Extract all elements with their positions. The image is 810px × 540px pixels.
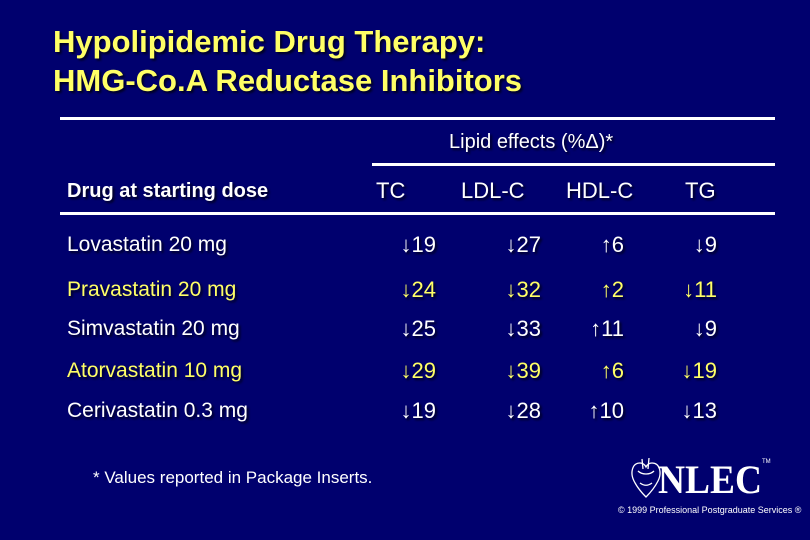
value-text: 6 <box>611 232 624 257</box>
value-tg: ↓19 <box>647 358 717 384</box>
nlec-logo: NLEC TM <box>631 457 771 501</box>
arrow-down-icon: ↓ <box>400 277 412 302</box>
title-line-2: HMG-Co.A Reductase Inhibitors <box>53 63 523 98</box>
arrow-up-icon: ↑ <box>600 358 612 383</box>
col-ldl-header: LDL-C <box>461 178 525 203</box>
trademark: TM <box>762 459 771 465</box>
drug-name: Atorvastatin 10 mg <box>67 359 243 382</box>
value-tg: ↓11 <box>647 277 717 303</box>
value-text: 25 <box>411 316 436 341</box>
arrow-down-icon: ↓ <box>505 398 517 423</box>
value-hdl: ↑6 <box>554 232 624 258</box>
value-text: 39 <box>516 358 541 383</box>
value-text: 6 <box>611 358 624 383</box>
arrow-down-icon: ↓ <box>693 316 705 341</box>
drug-name: Cerivastatin 0.3 mg <box>67 399 248 422</box>
header-divider <box>372 163 775 166</box>
value-text: 11 <box>601 316 624 341</box>
value-text: 33 <box>516 316 541 341</box>
lipid-effects-header: Lipid effects (%Δ)* <box>449 131 614 153</box>
value-text: 29 <box>411 358 436 383</box>
heart-icon <box>631 457 661 498</box>
value-hdl: ↑6 <box>554 358 624 384</box>
value-text: 24 <box>411 277 436 302</box>
col-tc-header: TC <box>376 178 406 203</box>
arrow-down-icon: ↓ <box>505 232 517 257</box>
drug-name: Pravastatin 20 mg <box>67 278 237 301</box>
value-text: 9 <box>704 232 717 257</box>
arrow-down-icon: ↓ <box>505 358 517 383</box>
value-tc: ↓24 <box>366 277 436 303</box>
arrow-down-icon: ↓ <box>693 232 705 257</box>
col-hdl-header: HDL-C <box>566 178 634 203</box>
value-tg: ↓9 <box>647 316 717 342</box>
arrow-down-icon: ↓ <box>400 398 412 423</box>
value-text: 28 <box>516 398 541 423</box>
value-tc: ↓29 <box>366 358 436 384</box>
value-text: 19 <box>692 358 717 383</box>
col-drug-header: Drug at starting dose <box>67 180 269 202</box>
value-ldl: ↓39 <box>471 358 541 384</box>
arrow-up-icon: ↑ <box>600 277 612 302</box>
value-text: 9 <box>704 316 717 341</box>
value-hdl: ↑2 <box>554 277 624 303</box>
value-ldl: ↓33 <box>471 316 541 342</box>
arrow-up-icon: ↑ <box>590 316 602 341</box>
arrow-up-icon: ↑ <box>600 232 612 257</box>
logo-text: NLEC <box>658 457 762 501</box>
drug-name: Lovastatin 20 mg <box>67 233 227 256</box>
value-hdl: ↑10 <box>554 398 624 424</box>
value-ldl: ↓28 <box>471 398 541 424</box>
value-ldl: ↓27 <box>471 232 541 258</box>
value-text: 2 <box>611 277 624 302</box>
copyright: © 1999 Professional Postgraduate Service… <box>618 505 802 515</box>
footnote: * Values reported in Package Inserts. <box>93 468 373 487</box>
value-text: 19 <box>411 232 436 257</box>
value-text: 10 <box>599 398 624 423</box>
value-text: 13 <box>692 398 717 423</box>
arrow-down-icon: ↓ <box>400 358 412 383</box>
col-tg-header: TG <box>685 178 716 203</box>
arrow-up-icon: ↑ <box>588 398 600 423</box>
value-hdl: ↑11 <box>554 316 624 342</box>
slide-title: Hypolipidemic Drug Therapy: HMG-Co.A Red… <box>53 22 522 100</box>
arrow-down-icon: ↓ <box>400 316 412 341</box>
title-divider <box>60 117 775 120</box>
arrow-down-icon: ↓ <box>683 277 695 302</box>
value-tc: ↓19 <box>366 232 436 258</box>
value-text: 27 <box>516 232 541 257</box>
value-tg: ↓9 <box>647 232 717 258</box>
arrow-down-icon: ↓ <box>505 316 517 341</box>
drug-name: Simvastatin 20 mg <box>67 317 240 340</box>
value-ldl: ↓32 <box>471 277 541 303</box>
column-divider <box>60 212 775 215</box>
value-text: 19 <box>411 398 436 423</box>
value-tc: ↓19 <box>366 398 436 424</box>
value-text: 32 <box>516 277 541 302</box>
value-tg: ↓13 <box>647 398 717 424</box>
arrow-down-icon: ↓ <box>681 358 693 383</box>
arrow-down-icon: ↓ <box>681 398 693 423</box>
arrow-down-icon: ↓ <box>400 232 412 257</box>
title-line-1: Hypolipidemic Drug Therapy: <box>53 24 486 59</box>
value-tc: ↓25 <box>366 316 436 342</box>
value-text: 11 <box>694 277 717 302</box>
arrow-down-icon: ↓ <box>505 277 517 302</box>
